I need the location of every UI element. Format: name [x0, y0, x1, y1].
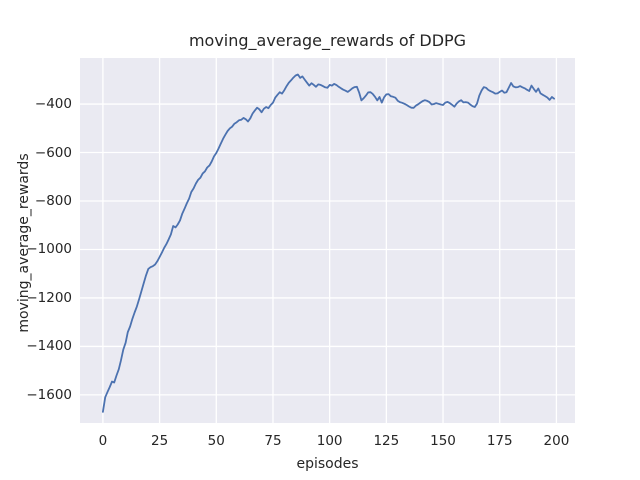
chart-title: moving_average_rewards of DDPG	[188, 31, 467, 50]
x-tick-label: 50	[207, 433, 225, 449]
plot-background	[80, 58, 575, 423]
y-tick-label: −1000	[26, 241, 72, 258]
x-axis-label: episodes	[296, 456, 359, 472]
y-tick-label: −1600	[26, 386, 72, 403]
x-tick-label: 0	[98, 433, 108, 449]
y-tick-label: −800	[34, 192, 72, 209]
reward-curve	[102, 73, 555, 413]
y-tick-label: −1400	[26, 338, 72, 355]
y-tick-label: −600	[34, 144, 72, 161]
y-tick-label: −400	[34, 96, 72, 113]
y-tick-label: −1200	[26, 289, 72, 306]
x-tick-label: 75	[264, 433, 282, 449]
x-tick-label: 100	[316, 433, 343, 449]
x-tick-label: 25	[150, 433, 169, 449]
x-tick-label: 150	[430, 433, 456, 449]
x-tick-label: 200	[543, 433, 570, 449]
x-tick-label: 175	[486, 433, 513, 449]
x-tick-label: 125	[373, 433, 400, 449]
